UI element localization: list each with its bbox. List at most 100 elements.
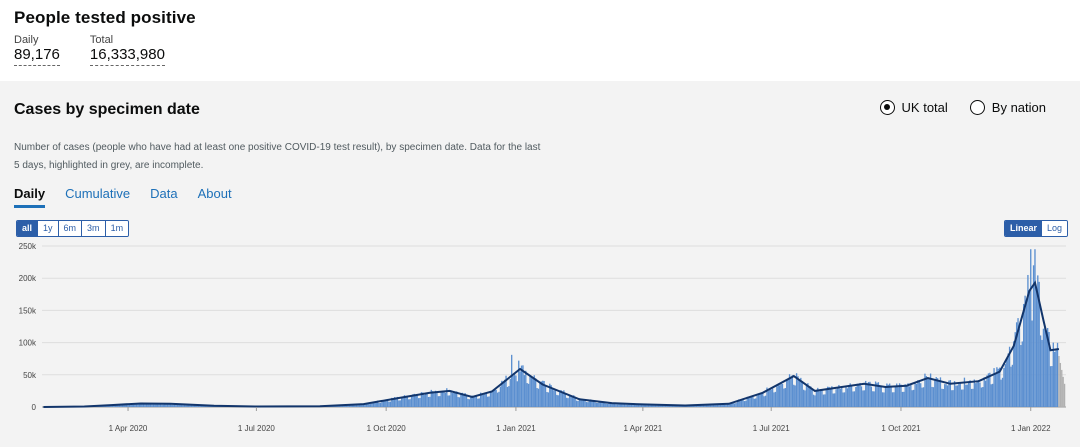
daily-bar [489,392,492,407]
daily-bar [1042,328,1045,407]
daily-bar [928,379,930,407]
scale-linear-button[interactable]: Linear [1004,221,1042,236]
daily-bar [549,383,551,407]
daily-bar [496,392,499,407]
daily-bar [433,393,435,407]
daily-bar [927,378,929,407]
radio-by-nation[interactable]: By nation [969,100,1046,115]
radio-uk-total[interactable]: UK total [879,100,948,115]
daily-bar [534,378,537,407]
daily-bar [695,405,698,407]
daily-bar [481,393,483,407]
daily-bar [963,377,966,407]
tab-cumulative[interactable]: Cumulative [65,186,131,201]
daily-bar [578,398,581,407]
daily-bar [570,395,572,407]
daily-bar [124,404,126,407]
daily-bar [925,376,928,407]
daily-bar [1027,274,1029,407]
daily-bar [944,384,946,407]
daily-bar [856,383,858,407]
daily-bar [369,404,372,407]
daily-bar [887,384,889,407]
daily-bar [440,392,442,407]
daily-bar [361,404,363,407]
daily-bar [852,391,854,407]
range-1m-button[interactable]: 1m [105,221,129,236]
daily-bar [900,384,902,407]
daily-bar [577,401,579,407]
daily-bar [874,381,877,407]
daily-bar [556,394,558,407]
daily-bar [468,399,471,407]
daily-bar [835,389,837,407]
daily-bar [953,381,956,407]
daily-bar [640,404,643,407]
daily-bar [618,403,620,407]
daily-bar [501,380,503,407]
daily-bar [487,396,489,407]
daily-bar [422,392,424,407]
x-tick-label: 1 Oct 2020 [367,424,407,433]
daily-bar [881,392,884,407]
daily-bar [780,382,782,407]
daily-bar [897,387,899,407]
daily-bar [357,403,359,407]
daily-bar [518,360,520,407]
tab-daily[interactable]: Daily [14,186,46,208]
daily-bar [605,403,607,407]
range-3m-button[interactable]: 3m [82,221,106,236]
daily-bar [647,404,650,407]
daily-bar [585,402,588,407]
daily-bar [808,387,810,407]
daily-bar [494,389,496,407]
daily-bar [341,405,344,407]
daily-bar [973,379,975,407]
daily-bar [343,405,345,407]
headline-title: People tested positive [14,8,196,27]
daily-bar [147,403,149,407]
daily-bar [894,386,897,407]
daily-bar [718,403,720,407]
daily-bar [183,404,186,407]
daily-bar [568,395,571,407]
daily-bar [185,404,187,407]
radio-selected-icon[interactable] [879,100,895,115]
daily-bar [728,403,730,407]
daily-bar [127,404,129,407]
daily-bar [180,405,183,407]
daily-value[interactable]: 89,176 [14,46,60,66]
daily-bar [746,396,748,407]
daily-bar [482,394,485,407]
range-1y-button[interactable]: 1y [38,221,59,236]
range-6m-button[interactable]: 6m [58,221,83,236]
daily-bar [429,396,431,407]
daily-bar [448,395,451,407]
daily-bar [485,392,487,407]
daily-bar [931,386,933,407]
daily-bar [962,389,964,407]
daily-bar [842,392,844,407]
tab-about[interactable]: About [197,186,232,201]
daily-bar [812,394,815,407]
total-value[interactable]: 16,333,980 [89,46,165,66]
daily-bar [125,404,128,407]
daily-bar [1010,366,1012,407]
scale-log-button[interactable]: Log [1041,221,1067,236]
daily-bar [200,405,203,407]
range-all-button[interactable]: all [17,221,39,236]
daily-bar [838,384,840,407]
tab-data[interactable]: Data [150,186,178,201]
daily-bar [788,374,791,407]
daily-bar [989,372,991,407]
daily-bar [630,403,633,407]
daily-bar [991,383,994,407]
daily-bar [636,404,638,407]
daily-bar [173,403,176,407]
radio-unselected-icon[interactable] [969,100,985,115]
daily-bar [348,405,351,407]
daily-bar [915,383,918,407]
daily-bar [385,399,387,407]
daily-bar [972,388,974,407]
daily-bar [495,389,497,407]
